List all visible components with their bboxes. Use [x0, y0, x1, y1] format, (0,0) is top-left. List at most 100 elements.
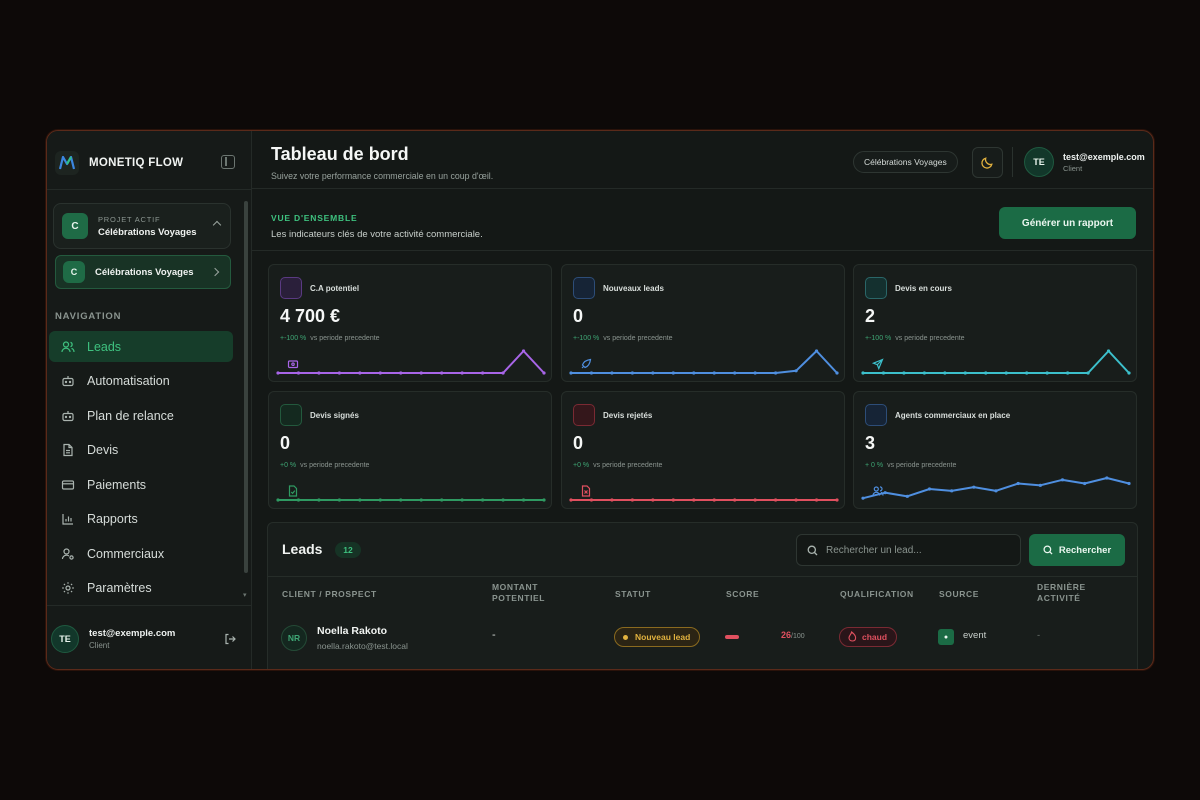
sparkline-point: [460, 371, 464, 375]
sparkline-point: [419, 498, 423, 502]
sparkline-point: [610, 371, 614, 375]
project-pill[interactable]: Célébrations Voyages: [853, 151, 958, 173]
sparkline-point: [1004, 371, 1008, 375]
kpi-value: 0: [573, 306, 584, 326]
kpi-delta-value: +0 %: [573, 462, 590, 469]
logout-icon[interactable]: [224, 633, 236, 645]
moon-icon[interactable]: [972, 147, 1003, 178]
column-header[interactable]: SCORE: [726, 589, 760, 599]
search-input[interactable]: Rechercher un lead...: [796, 534, 1021, 566]
kpi-delta: +0 % vs periode precedente: [280, 462, 369, 469]
sidebar-item-plan-de-relance[interactable]: Plan de relance: [49, 400, 233, 431]
sidebar-item-leads[interactable]: Leads: [49, 331, 233, 362]
kpi-title: Nouveaux leads: [603, 284, 664, 293]
sidebar-item-parametres[interactable]: Paramètres: [49, 573, 233, 604]
kpi-delta: +-100 % vs periode precedente: [865, 335, 965, 342]
wallet-icon: [280, 277, 302, 369]
column-header[interactable]: DERNIÈRE ACTIVITÉ: [1037, 582, 1086, 603]
sparkline-point: [733, 498, 737, 502]
column-header[interactable]: MONTANT POTENTIEL: [492, 582, 546, 603]
sparkline-point: [671, 498, 675, 502]
brand-name: MONETIQ FLOW: [89, 157, 184, 169]
bot-icon: [61, 409, 75, 423]
kpi-delta-label: vs periode precedente: [887, 462, 957, 469]
kpi-card: Agents commerciaux en place 3 + 0 % vs pe…: [853, 391, 1137, 509]
score-bar: [725, 635, 739, 639]
sidebar-item-devis[interactable]: Devis: [49, 435, 233, 466]
sparkline-point: [1045, 371, 1049, 375]
sparkline-point: [440, 371, 444, 375]
sidebar-item-rapports[interactable]: Rapports: [49, 504, 233, 535]
user-cog-icon: [61, 547, 75, 561]
header-user[interactable]: TE test@exemple.com Client: [1024, 147, 1145, 177]
column-header[interactable]: QUALIFICATION: [840, 589, 914, 599]
kpi-value: 3: [865, 433, 876, 453]
sparkline-point: [651, 371, 655, 375]
sparkline-point: [569, 371, 573, 375]
divider: [1012, 147, 1013, 177]
sparkline-point: [794, 498, 798, 502]
kpi-delta-value: + 0 %: [865, 462, 884, 469]
kpi-delta-label: vs periode precedente: [593, 462, 663, 469]
sparkline-point: [902, 371, 906, 375]
rocket-icon: [573, 277, 595, 369]
lead-name[interactable]: Noella Rakoto: [317, 625, 388, 637]
column-header[interactable]: STATUT: [615, 589, 651, 599]
divider: [47, 189, 251, 190]
sidebar-item-commerciaux[interactable]: Commerciaux: [49, 538, 233, 569]
sparkline-point: [753, 498, 757, 502]
sidebar-scrollbar[interactable]: [244, 201, 248, 573]
active-project-selector[interactable]: C PROJET ACTIF Célébrations Voyages: [53, 203, 231, 249]
sparkline-point: [712, 498, 716, 502]
sparkline-point: [835, 498, 839, 502]
chevron-right-icon: [210, 267, 220, 277]
sparkline-point: [542, 498, 546, 502]
sparkline-point: [317, 498, 321, 502]
generate-report-button[interactable]: Générer un rapport: [999, 207, 1136, 239]
search-icon: [807, 545, 818, 556]
sidebar-item-paiements[interactable]: Paiements: [49, 469, 233, 500]
sparkline-point: [276, 498, 280, 502]
sparkline-point: [276, 371, 280, 375]
scroll-down-icon[interactable]: ▾: [243, 592, 247, 599]
sparkline-point: [481, 498, 485, 502]
sparkline-point: [984, 371, 988, 375]
kpi-title: Devis en cours: [895, 284, 952, 293]
leads-count-badge: 12: [335, 542, 361, 558]
kpi-delta: +-100 % vs periode precedente: [573, 335, 673, 342]
project-avatar: C: [62, 213, 88, 239]
sparkline-chart: [569, 498, 839, 502]
sidebar-item-label: Paiements: [87, 477, 147, 492]
qualification-label: chaud: [862, 632, 888, 642]
table-row[interactable]: NR Noella Rakoto noella.rakoto@test.loca…: [268, 619, 1137, 659]
sidebar-item-automatisation[interactable]: Automatisation: [49, 366, 233, 397]
user-role: Client: [1063, 163, 1083, 173]
leads-title: Leads: [282, 541, 323, 557]
search-icon: [1043, 545, 1053, 555]
nav-section-label: NAVIGATION: [55, 311, 122, 322]
sparkline-series: [862, 477, 1130, 500]
column-header[interactable]: SOURCE: [939, 589, 979, 599]
topbar: Tableau de bord Suivez votre performance…: [252, 131, 1153, 189]
kpi-value: 0: [573, 433, 584, 453]
search-button[interactable]: Rechercher: [1029, 534, 1125, 566]
sparkline-point: [569, 498, 573, 502]
sparkline-point: [1086, 371, 1090, 375]
sparkline-point: [399, 498, 403, 502]
project-list-item[interactable]: C Célébrations Voyages: [55, 255, 231, 289]
kpi-card: C.A potentiel 4 700 € +-100 % vs periode …: [268, 264, 552, 382]
sidebar-collapse-icon[interactable]: [221, 155, 235, 169]
sparkline-point: [481, 371, 485, 375]
bar-chart-icon: [61, 512, 75, 526]
sparkline-point: [337, 371, 341, 375]
sparkline-point: [610, 498, 614, 502]
sparkline-point: [950, 489, 954, 493]
sparkline-chart: [276, 498, 546, 502]
sparkline-point: [460, 498, 464, 502]
sparkline-point: [774, 498, 778, 502]
flame-icon: [848, 631, 857, 644]
sparkline-point: [905, 494, 909, 498]
column-header[interactable]: CLIENT / PROSPECT: [282, 589, 377, 599]
overview-subtitle: Les indicateurs clés de votre activité c…: [271, 229, 483, 240]
sparkline-chart: [569, 349, 839, 375]
